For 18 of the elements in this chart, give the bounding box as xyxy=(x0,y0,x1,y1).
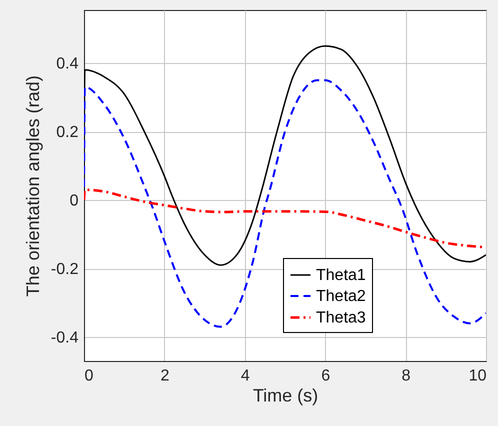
x-axis-title: Time (s) xyxy=(252,386,318,406)
x-tick-label: 10 xyxy=(468,368,487,384)
x-tick-label: 4 xyxy=(240,368,250,384)
x-tick-label: 2 xyxy=(160,368,170,384)
x-tick-label: 0 xyxy=(84,368,94,384)
y-tick-label: -0.2 xyxy=(50,261,79,278)
line-series xyxy=(84,45,486,266)
y-tick-label: 0.4 xyxy=(56,56,79,73)
legend-label: Theta1 xyxy=(316,267,366,284)
line-series xyxy=(84,79,486,328)
x-tick-label: 6 xyxy=(321,368,330,384)
y-axis-title: The orientation angles (rad) xyxy=(22,75,43,297)
y-tick-label: -0.4 xyxy=(50,330,79,347)
legend-label: Theta2 xyxy=(316,288,366,305)
y-tick-label: 0.2 xyxy=(56,124,79,142)
x-tick-label: 8 xyxy=(402,368,411,384)
y-tick-label: 0 xyxy=(70,192,79,210)
legend-label: Theta3 xyxy=(316,310,366,326)
